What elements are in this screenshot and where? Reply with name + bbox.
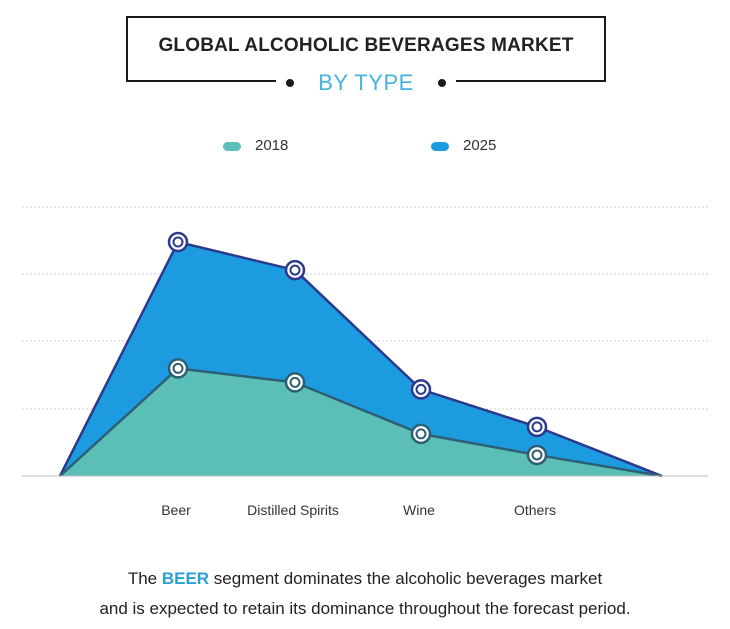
area-2018 bbox=[60, 368, 662, 476]
x-tick-label-distilled-spirits: Distilled Spirits bbox=[247, 502, 339, 518]
line-2018 bbox=[59, 367, 663, 478]
footnote-line-2: and is expected to retain its dominance … bbox=[99, 599, 631, 618]
line-2025 bbox=[58, 240, 663, 478]
point-inner-2025-2 bbox=[289, 264, 301, 276]
point-2018-distilled-spirits bbox=[284, 372, 306, 393]
subtitle-group: BY TYPE bbox=[276, 68, 456, 98]
point-inner-2025-4 bbox=[531, 421, 543, 433]
footnote-line-1: The BEER segment dominates the alcoholic… bbox=[0, 564, 730, 594]
point-inner-2018-4 bbox=[531, 449, 543, 461]
legend-label-2025: 2025 bbox=[463, 137, 497, 154]
point-inner-2025-1 bbox=[172, 236, 184, 248]
point-2018-wine bbox=[410, 423, 432, 445]
footnote-post: segment dominates the alcoholic beverage… bbox=[209, 569, 603, 588]
point-inner-2025-3 bbox=[415, 383, 427, 395]
legend-label-2018: 2018 bbox=[255, 137, 289, 154]
footnote-highlight: BEER bbox=[161, 569, 210, 588]
x-tick-label-beer: Beer bbox=[161, 502, 191, 518]
footnote-pre: The bbox=[127, 569, 162, 588]
chart-title: GLOBAL ALCOHOLIC BEVERAGES MARKET bbox=[158, 35, 574, 56]
legend-swatch-2025 bbox=[431, 142, 449, 151]
point-2025-wine bbox=[410, 379, 432, 400]
point-inner-2018-1 bbox=[172, 362, 184, 374]
point-2025-beer bbox=[167, 231, 189, 253]
subtitle-right-dot bbox=[438, 79, 446, 87]
chart-subtitle: BY TYPE bbox=[318, 70, 414, 95]
x-tick-label-others: Others bbox=[514, 502, 556, 518]
point-inner-2018-2 bbox=[289, 376, 301, 388]
point-2025-distilled-spirits bbox=[284, 259, 306, 281]
point-2018-others bbox=[526, 444, 548, 466]
x-tick-label-wine: Wine bbox=[403, 502, 435, 518]
point-inner-2018-3 bbox=[415, 428, 427, 440]
legend-swatch-2018 bbox=[223, 142, 241, 151]
point-2018-beer bbox=[167, 358, 189, 379]
point-2025-others bbox=[526, 416, 548, 438]
area-chart: Beer Distilled Spirits Wine Others bbox=[22, 206, 708, 518]
subtitle-left-dot bbox=[286, 79, 294, 87]
